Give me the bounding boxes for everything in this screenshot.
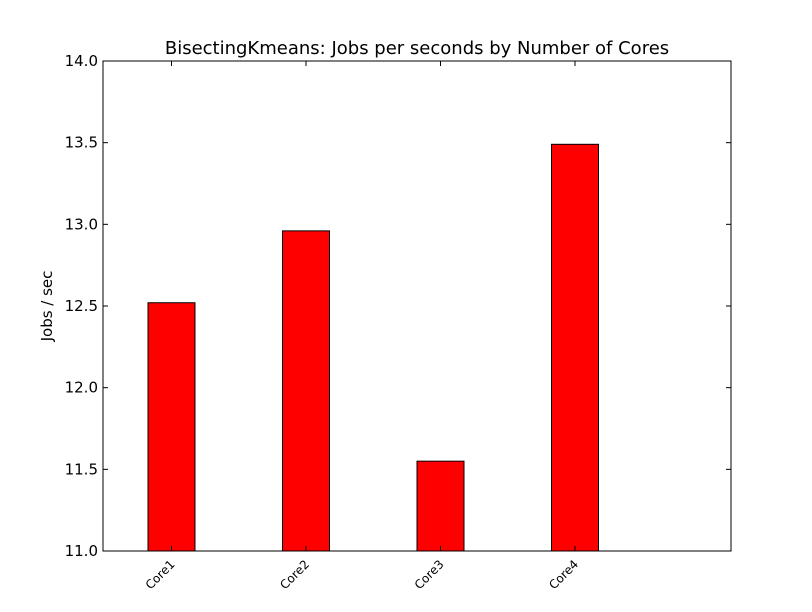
bar-core1: [147, 302, 196, 552]
y-ticks-group: 11.0 11.5 12.0 12.5 13.0 13.5 14.0: [65, 52, 731, 560]
y-tick-label: 12.5: [65, 297, 98, 315]
bar-core3: [416, 460, 465, 552]
bars-group: [147, 143, 599, 552]
chart-title: BisectingKmeans: Jobs per seconds by Num…: [165, 38, 669, 59]
bar-core2: [282, 230, 330, 552]
bar-core4: [551, 143, 599, 552]
plot-frame: [102, 60, 732, 552]
y-tick-label: 14.0: [65, 52, 98, 70]
y-tick-label: 11.0: [65, 542, 98, 560]
y-axis-label: Jobs / sec: [38, 271, 56, 343]
y-tick-label: 13.5: [65, 134, 98, 152]
y-tick-label: 12.0: [65, 379, 98, 397]
y-tick-label: 11.5: [65, 460, 98, 478]
y-tick-label: 13.0: [65, 215, 98, 233]
